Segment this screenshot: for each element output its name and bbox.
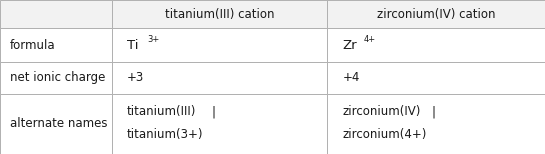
- Text: Ti: Ti: [127, 38, 138, 52]
- Text: formula: formula: [10, 38, 56, 52]
- Bar: [0, 62, 112, 94]
- Text: Zr: Zr: [342, 38, 357, 52]
- Text: |: |: [431, 105, 435, 118]
- Text: net ionic charge: net ionic charge: [10, 71, 105, 84]
- Text: zirconium(IV) cation: zirconium(IV) cation: [377, 8, 495, 21]
- Text: zirconium(4+): zirconium(4+): [342, 128, 427, 141]
- Text: alternate names: alternate names: [10, 117, 107, 130]
- Text: titanium(III) cation: titanium(III) cation: [165, 8, 274, 21]
- Bar: [112, 0, 327, 28]
- Text: zirconium(IV): zirconium(IV): [342, 105, 421, 118]
- Text: |: |: [211, 105, 215, 118]
- Text: titanium(3+): titanium(3+): [127, 128, 203, 141]
- Bar: [0, 0, 112, 28]
- Bar: [327, 62, 545, 94]
- Bar: [112, 94, 327, 154]
- Bar: [112, 28, 327, 62]
- Bar: [327, 94, 545, 154]
- Bar: [327, 28, 545, 62]
- Bar: [327, 0, 545, 28]
- Text: 4+: 4+: [364, 35, 376, 44]
- Bar: [112, 62, 327, 94]
- Text: titanium(III): titanium(III): [127, 105, 196, 118]
- Text: +3: +3: [127, 71, 144, 84]
- Bar: [0, 28, 112, 62]
- Text: +4: +4: [342, 71, 360, 84]
- Bar: [0, 94, 112, 154]
- Text: 3+: 3+: [148, 35, 160, 44]
